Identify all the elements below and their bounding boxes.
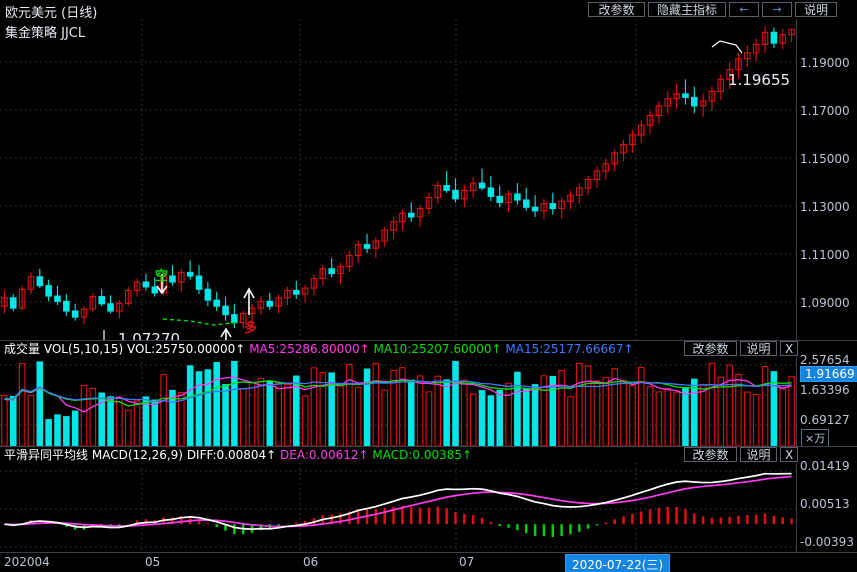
price-tick: 1.17000 [800,104,850,118]
price-tick: 1.09000 [800,296,850,310]
volume-ma10: MA10:25207.60000↑ [373,342,502,356]
strategy-label: 集金策略 JJCL [5,26,86,41]
volume-change-params-button[interactable]: 改参数 [684,341,737,356]
macd-tick: -0.00393 [800,535,854,549]
price-candles-svg [0,19,796,340]
volume-tick: 2.57654 [800,353,850,367]
volume-tick: 1.63396 [800,383,850,397]
macd-y-axis: 0.01419 0.00513 -0.00393 [796,459,857,552]
help-button[interactable]: 说明 [795,2,837,17]
date-axis[interactable]: 202004 05 06 07 2020-07-22(三) [0,552,857,572]
price-tick: 1.19000 [800,56,850,70]
volume-header-text: 成交量 VOL(5,10,15) VOL:25750.00000↑ MA5:25… [4,341,634,357]
macd-panel: 0.01419 0.00513 -0.00393 [0,459,857,552]
signal-marker-long: 多 [244,321,258,336]
price-tick: 1.11000 [800,248,850,262]
volume-title: 成交量 [4,342,41,356]
price-tick: 1.15000 [800,152,850,166]
next-arrow-icon[interactable]: → [762,2,792,17]
volume-y-axis: 2.57654 1.63396 0.69127 1.91669 ×万 [796,353,857,447]
date-tick: 06 [303,555,319,569]
macd-diff: DIFF:0.00804↑ [186,448,277,462]
macd-tick: 0.01419 [800,459,850,473]
macd-title: 平滑异同平均线 [4,448,89,462]
prev-arrow-icon[interactable]: ← [729,2,759,17]
volume-panel: 2.57654 1.63396 0.69127 1.91669 ×万 [0,353,857,447]
volume-value: VOL:25750.00000↑ [126,342,246,356]
volume-close-button[interactable]: X [780,341,798,356]
title-bar: 欧元美元 (日线) 改参数 隐藏主指标 ← → 说明 [0,0,857,21]
volume-panel-header: 成交量 VOL(5,10,15) VOL:25750.00000↑ MA5:25… [0,340,857,357]
last-price-label: 1.19655 [728,71,791,89]
volume-formula: VOL(5,10,15) [43,342,124,356]
volume-crosshair-value: 1.91669 [800,366,857,382]
volume-tick: 0.69127 [800,413,850,427]
macd-tick: 0.00513 [800,497,850,511]
volume-unit-label: ×万 [801,429,830,447]
macd-change-params-button[interactable]: 改参数 [684,447,737,462]
volume-ma15: MA15:25177.66667↑ [505,342,634,356]
price-y-axis: 1.19000 1.17000 1.15000 1.13000 1.11000 … [796,19,857,340]
macd-dea: DEA:0.00612↑ [280,448,369,462]
macd-svg [0,463,796,552]
macd-header-text: 平滑异同平均线 MACD(12,26,9) DIFF:0.00804↑ DEA:… [4,447,472,463]
volume-bars-svg [0,357,796,446]
volume-help-button[interactable]: 说明 [740,341,777,356]
price-plot-area[interactable] [0,19,796,340]
change-params-button[interactable]: 改参数 [588,2,645,17]
hide-main-indicator-button[interactable]: 隐藏主指标 [648,2,726,17]
volume-plot-area[interactable] [0,357,796,446]
signal-marker-short: 空 [155,269,169,284]
macd-macd: MACD:0.00385↑ [372,448,473,462]
crosshair-date-label: 2020-07-22(三) [565,554,671,572]
date-tick: 07 [459,555,475,569]
macd-panel-header: 平滑异同平均线 MACD(12,26,9) DIFF:0.00804↑ DEA:… [0,446,857,463]
macd-plot-area[interactable] [0,463,796,552]
date-tick: 05 [145,555,161,569]
macd-help-button[interactable]: 说明 [740,447,777,462]
macd-formula: MACD(12,26,9) [91,448,183,462]
page-title: 欧元美元 (日线) [5,6,98,21]
price-tick: 1.13000 [800,200,850,214]
date-tick: 202004 [4,555,50,569]
macd-close-button[interactable]: X [780,447,798,462]
volume-ma5: MA5:25286.80000↑ [249,342,370,356]
main-price-panel: 集金策略 JJCL [0,19,857,367]
